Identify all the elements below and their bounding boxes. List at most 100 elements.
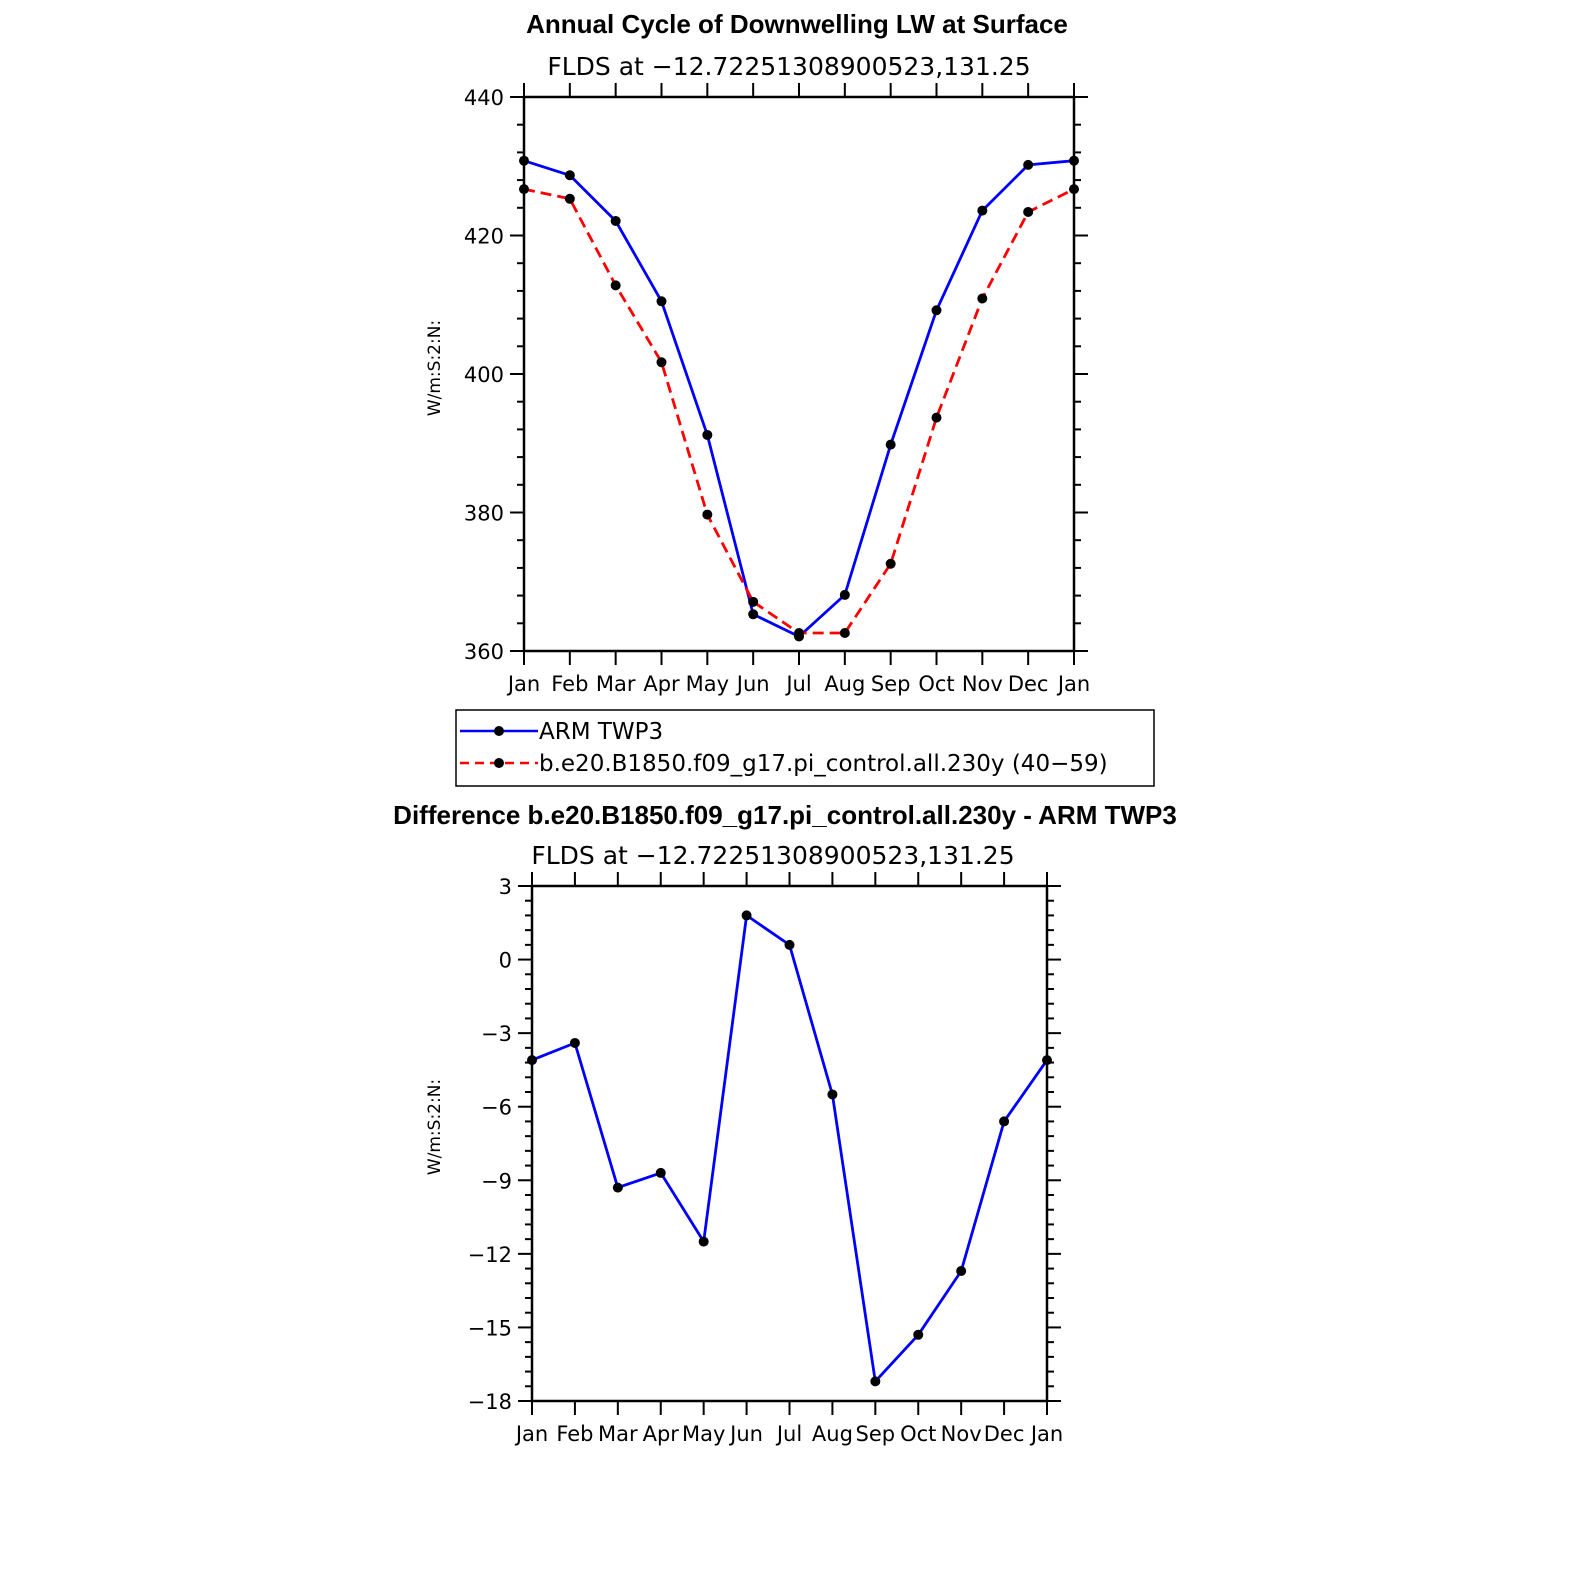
x-tick-label: May — [682, 1422, 725, 1446]
x-tick-label: Apr — [643, 1422, 680, 1446]
y-tick-label: 380 — [464, 502, 504, 526]
x-tick-label: Jul — [784, 672, 811, 696]
series-0-point — [519, 155, 529, 166]
y-tick-label: 3 — [499, 875, 512, 899]
series-0-point — [827, 1089, 838, 1100]
series-0-point — [610, 215, 621, 226]
x-tick-label: Jul — [775, 1422, 802, 1446]
y-axis-label: W/m:S:2:N: — [425, 320, 445, 416]
plot-axes: −18 −15 −12 −9 −6 −3 0 3 Jan Feb Mar Apr May Jun Jul Au… — [468, 872, 1063, 1446]
series-1-point — [977, 293, 988, 304]
series-0-point — [885, 439, 896, 450]
series-0-point — [698, 1236, 709, 1247]
legend-marker-arm — [494, 726, 504, 736]
series-1-point — [748, 596, 759, 607]
x-tick-label: Dec — [984, 1422, 1025, 1446]
legend-frame — [455, 709, 1155, 787]
x-tick-label: Feb — [556, 1422, 593, 1446]
y-tick-label: −6 — [481, 1096, 512, 1120]
y-tick-label: 360 — [464, 640, 504, 664]
y-tick-label: 0 — [499, 949, 512, 973]
series-0-point — [931, 305, 942, 316]
series-1-point — [931, 412, 942, 423]
x-tick-label: Mar — [596, 672, 636, 696]
x-tick-label: Oct — [918, 672, 954, 696]
x-tick-label: Dec — [1008, 672, 1049, 696]
series-1-point — [1069, 184, 1079, 195]
x-tick-label: Apr — [643, 672, 680, 696]
series-line-0 — [523, 159, 1075, 638]
x-tick-label: Feb — [551, 672, 588, 696]
series-1-point — [702, 509, 713, 520]
series-0-point — [748, 609, 759, 620]
series-0-point — [527, 1055, 537, 1066]
series-0-point — [564, 170, 575, 181]
chart-subtitle: FLDS at −12.72251308900523,131.25 — [547, 52, 1030, 81]
chart-title: Annual Cycle of Downwelling LW at Surfac… — [526, 9, 1068, 39]
y-tick-label: 420 — [464, 225, 504, 249]
y-axis-label: W/m:S:2:N: — [425, 1079, 445, 1175]
series-1-point — [519, 184, 529, 195]
legend-entry-model: b.e20.B1850.f09_g17.pi_control.all.230y … — [460, 751, 1108, 777]
x-tick-label: Sep — [871, 672, 911, 696]
plot-axes: 360 380 400 420 440 Jan Feb Mar Apr May Jun Jul Aug S… — [464, 83, 1090, 696]
plot-frame — [530, 884, 1049, 1403]
series-0-point — [913, 1329, 924, 1340]
x-tick-label: Jan — [514, 1422, 548, 1446]
y-tick-label: 440 — [464, 86, 504, 110]
series-0-point — [702, 429, 713, 440]
series-0-point — [612, 1182, 623, 1193]
series-line-1 — [523, 187, 1075, 635]
x-tick-label: Aug — [812, 1422, 853, 1446]
x-tick-label: Nov — [941, 1422, 982, 1446]
annual-cycle-chart: Annual Cycle of Downwelling LW at Surfac… — [425, 9, 1090, 696]
y-tick-label: 400 — [464, 363, 504, 387]
x-tick-label: Jun — [735, 672, 770, 696]
series-layer — [519, 155, 1079, 642]
chart-subtitle: FLDS at −12.72251308900523,131.25 — [531, 841, 1014, 870]
y-tick-label: −18 — [468, 1390, 512, 1414]
x-tick-label: Jan — [1029, 1422, 1063, 1446]
series-0-point — [784, 939, 795, 950]
series-1-point — [610, 280, 621, 291]
series-0-point — [655, 1167, 666, 1178]
series-0-point — [1069, 155, 1079, 166]
series-0-point — [656, 296, 667, 307]
y-tick-label: −3 — [481, 1022, 512, 1046]
series-1-point — [794, 627, 804, 638]
y-tick-label: −15 — [468, 1316, 512, 1340]
series-1-point — [1023, 206, 1034, 217]
x-tick-label: Sep — [856, 1422, 896, 1446]
series-1-point — [656, 357, 667, 368]
series-0-point — [999, 1116, 1010, 1127]
series-0-point — [839, 589, 850, 600]
series-0-point — [569, 1037, 580, 1048]
plot-frame — [522, 95, 1076, 653]
series-0-point — [1042, 1055, 1052, 1066]
y-tick-label: −12 — [468, 1243, 512, 1267]
legend-label-model: b.e20.B1850.f09_g17.pi_control.all.230y … — [539, 751, 1108, 777]
chart-title: Difference b.e20.B1850.f09_g17.pi_contro… — [393, 800, 1177, 830]
legend-marker-model — [494, 758, 504, 768]
legend: ARM TWP3 b.e20.B1850.f09_g17.pi_control.… — [455, 709, 1155, 787]
x-tick-label: Jan — [1056, 672, 1090, 696]
series-1-point — [564, 193, 575, 204]
x-tick-label: Aug — [824, 672, 865, 696]
series-1-point — [839, 627, 850, 638]
series-0-point — [1023, 159, 1034, 170]
x-tick-label: Oct — [900, 1422, 936, 1446]
x-tick-label: Jun — [728, 1422, 763, 1446]
series-0-point — [956, 1266, 967, 1277]
x-tick-label: Nov — [962, 672, 1003, 696]
series-0-point — [977, 205, 988, 216]
series-1-point — [885, 558, 896, 569]
x-tick-label: Mar — [598, 1422, 638, 1446]
x-tick-label: Jan — [506, 672, 540, 696]
difference-chart: Difference b.e20.B1850.f09_g17.pi_contro… — [393, 800, 1177, 1446]
series-line-0 — [531, 914, 1049, 1383]
x-tick-label: May — [686, 672, 729, 696]
y-tick-label: −9 — [481, 1169, 512, 1193]
legend-label-arm: ARM TWP3 — [539, 719, 663, 745]
legend-entry-arm: ARM TWP3 — [460, 719, 663, 745]
